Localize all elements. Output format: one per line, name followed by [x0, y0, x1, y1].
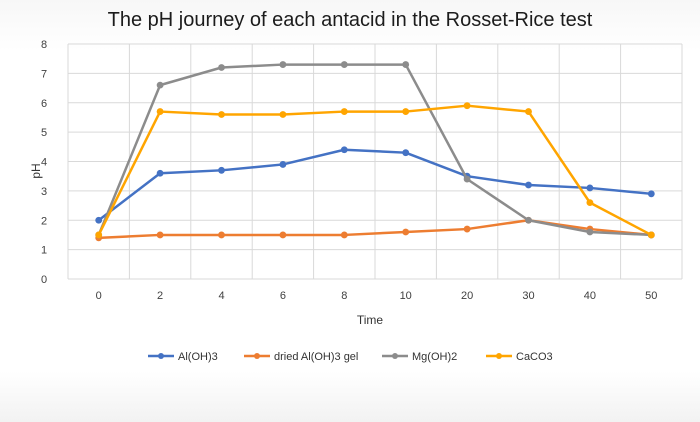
- series-line: [98, 219, 652, 240]
- x-tick-label: 10: [400, 290, 412, 302]
- x-tick-label: 40: [584, 290, 596, 302]
- legend-label: dried Al(OH)3 gel: [274, 351, 358, 363]
- data-point: [279, 61, 287, 68]
- legend-swatch-marker: [496, 353, 502, 359]
- data-point: [279, 231, 287, 239]
- data-point: [525, 108, 532, 115]
- series-line: [97, 63, 652, 237]
- x-tick-label: 8: [341, 290, 347, 302]
- x-tick-label: 30: [522, 290, 534, 302]
- legend-swatch-marker: [158, 353, 164, 359]
- y-tick-label: 3: [41, 186, 47, 198]
- series-group: [95, 61, 655, 242]
- legend-label: Al(OH)3: [178, 351, 218, 363]
- legend-item: Mg(OH)2: [382, 351, 457, 363]
- legend-swatch-marker: [254, 353, 260, 359]
- legend: Al(OH)3 dried Al(OH)3 gel Mg(OH)2 CaCO3: [148, 351, 553, 363]
- legend-item: Al(OH)3: [148, 351, 218, 363]
- x-tick-label: 50: [645, 290, 657, 302]
- y-tick-label: 7: [41, 68, 47, 80]
- legend-swatch-marker: [392, 353, 398, 359]
- data-point: [95, 216, 103, 224]
- data-point: [647, 231, 655, 239]
- data-point: [463, 175, 471, 183]
- data-point: [402, 61, 410, 68]
- y-axis-ticks: 0 1 2 3 4 5 6 7 8: [41, 39, 47, 286]
- y-tick-label: 4: [41, 157, 47, 169]
- x-tick-label: 2: [157, 290, 163, 302]
- data-point: [218, 64, 225, 71]
- y-tick-label: 5: [41, 127, 47, 139]
- data-point: [218, 111, 225, 118]
- gridlines: [67, 43, 683, 280]
- data-point: [463, 102, 471, 110]
- y-tick-label: 1: [41, 245, 47, 257]
- x-tick-label: 20: [461, 290, 473, 302]
- x-tick-label: 0: [96, 290, 102, 302]
- data-point: [279, 111, 287, 118]
- data-point: [218, 231, 225, 239]
- data-point: [586, 184, 594, 192]
- data-point: [402, 108, 410, 115]
- data-point: [340, 61, 348, 68]
- y-tick-label: 8: [41, 39, 47, 51]
- data-point: [525, 216, 532, 224]
- data-point: [156, 169, 164, 177]
- series-al-oh-3: [95, 146, 655, 224]
- series-line: [97, 148, 652, 222]
- data-point: [340, 146, 348, 154]
- y-tick-label: 2: [41, 215, 47, 227]
- series-line: [97, 104, 652, 237]
- y-tick-label: 0: [41, 274, 47, 286]
- data-point: [156, 108, 164, 115]
- x-tick-label: 6: [280, 290, 286, 302]
- series-caco3: [95, 102, 655, 239]
- y-axis-title: pH: [29, 163, 43, 178]
- legend-label: Mg(OH)2: [412, 351, 457, 363]
- data-point: [156, 231, 164, 239]
- chart-title: The pH journey of each antacid in the Ro…: [108, 9, 593, 31]
- data-point: [525, 181, 532, 189]
- legend-item: dried Al(OH)3 gel: [244, 351, 358, 363]
- data-point: [156, 81, 164, 89]
- data-point: [586, 228, 594, 236]
- data-point: [402, 228, 410, 236]
- data-point: [340, 231, 348, 239]
- legend-item: CaCO3: [486, 351, 553, 363]
- data-point: [463, 225, 471, 233]
- legend-label: CaCO3: [516, 351, 553, 363]
- data-point: [402, 149, 410, 157]
- data-point: [340, 108, 348, 115]
- x-axis-ticks: 0 2 4 6 8 10 20 30 40 50: [96, 290, 658, 302]
- x-tick-label: 4: [218, 290, 224, 302]
- data-point: [218, 166, 225, 174]
- x-axis-title: Time: [357, 313, 384, 327]
- data-point: [95, 231, 103, 239]
- data-point: [647, 190, 655, 198]
- data-point: [279, 161, 287, 168]
- data-point: [586, 199, 594, 207]
- y-tick-label: 6: [41, 98, 47, 110]
- series-dried-al-oh-3-gel: [95, 216, 655, 242]
